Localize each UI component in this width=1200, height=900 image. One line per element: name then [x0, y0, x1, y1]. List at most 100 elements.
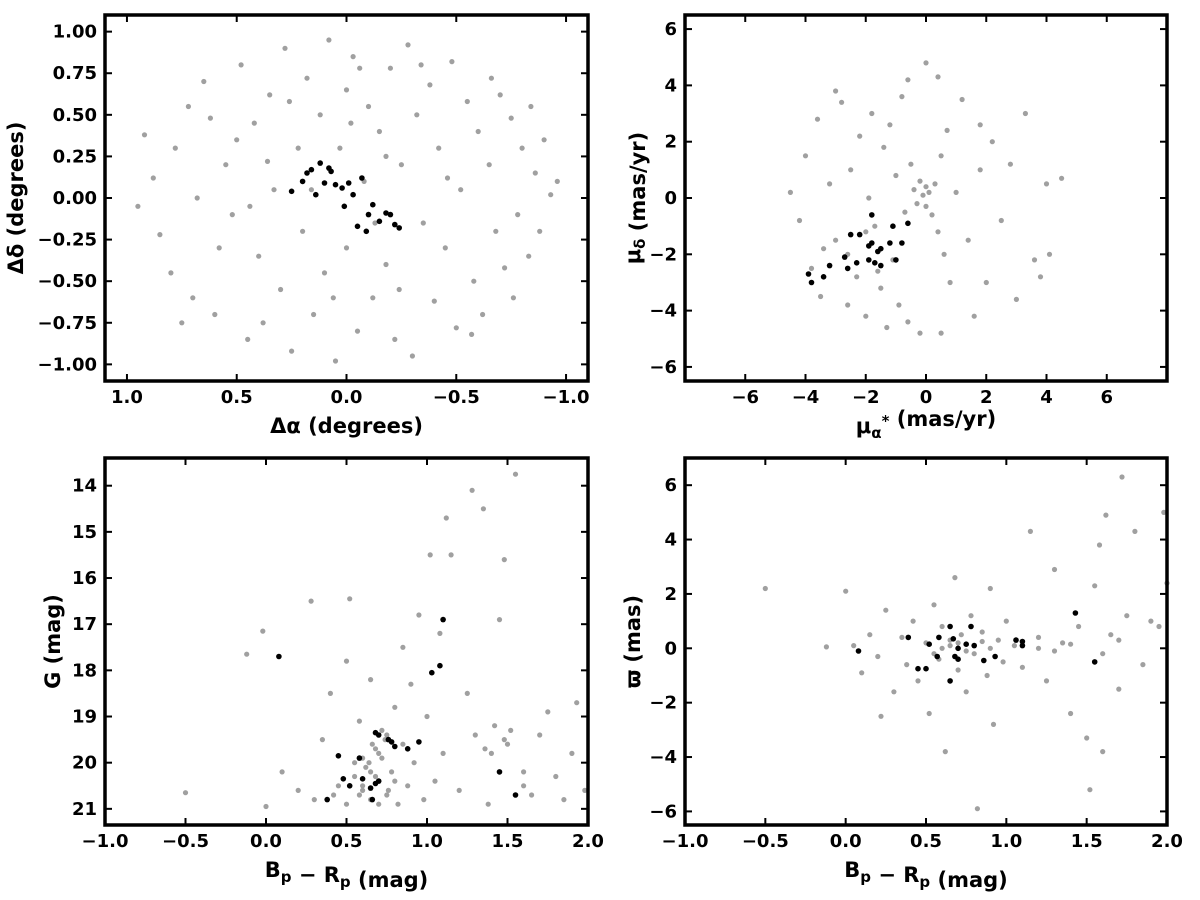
sky-field-point [201, 78, 207, 85]
parallax-field-point [843, 588, 849, 594]
proper-motion-field-point [938, 153, 944, 159]
cmd-y-tick-label: 20 [72, 753, 97, 774]
proper-motion-y-tick-label: −2 [649, 244, 677, 265]
proper-motion-field-point [896, 302, 902, 308]
parallax-x-tick-label: −1.0 [662, 831, 709, 852]
parallax-field-point [942, 749, 948, 755]
sky-field-point [256, 253, 262, 259]
sky-y-tick-label: −1.00 [38, 354, 98, 375]
proper-motion-field-point [989, 139, 995, 145]
sky-field-point [372, 220, 378, 226]
sky-member-point [370, 201, 376, 208]
parallax-member-point [955, 645, 961, 652]
sky-field-point [444, 175, 451, 181]
sky-field-point [172, 145, 178, 151]
cmd-field-point [456, 787, 462, 794]
proper-motion-field-point [977, 167, 983, 173]
proper-motion-member-point [841, 254, 848, 260]
cmd-field-point [376, 750, 382, 757]
parallax-field-point [1096, 542, 1103, 548]
cmd-field-point [400, 741, 406, 747]
parallax-field-point [883, 607, 889, 613]
parallax-field-point [1043, 678, 1050, 684]
cmd-y-tick-label: 16 [72, 568, 97, 589]
parallax-member-point [955, 656, 961, 662]
sky-y-tick-label: −0.50 [38, 271, 98, 292]
parallax-field-point [955, 640, 961, 646]
cmd-plot-frame [103, 456, 590, 827]
proper-motion-field-point [944, 127, 950, 133]
panel-sky-positions: 1.0 0.5 0.0 −0.5 −1.0 −1.00 −0.75 −0.50 −0.25 0.0… [4, 13, 590, 438]
sky-member-point [288, 188, 295, 195]
parallax-field-point [955, 667, 961, 673]
parallax-field-point [1116, 686, 1122, 692]
parallax-field-point [867, 632, 873, 638]
cmd-field-point [352, 773, 358, 780]
sky-field-point [282, 45, 288, 51]
sky-member-point [359, 175, 365, 181]
sky-field-point [383, 261, 389, 268]
sky-field-point [245, 336, 251, 342]
sky-field-point [420, 220, 426, 226]
sky-member-point [383, 210, 389, 216]
parallax-member-point [915, 665, 921, 672]
parallax-field-point [1011, 643, 1018, 649]
parallax-field-point [875, 653, 881, 660]
sky-field-point [304, 75, 310, 81]
cmd-x-tick-label: 2.0 [572, 831, 604, 852]
parallax-field-point [963, 689, 969, 695]
parallax-field-point [1035, 634, 1042, 641]
proper-motion-y-tick-label: 6 [664, 19, 677, 40]
cmd-field-point [366, 760, 372, 766]
parallax-field-point [1092, 583, 1098, 589]
sky-field-point [194, 195, 200, 201]
sky-field-point [321, 270, 328, 276]
parallax-field-point [939, 645, 945, 651]
sky-field-point [317, 112, 323, 118]
sky-field-point [223, 162, 229, 168]
proper-motion-field-point [1031, 257, 1038, 263]
sky-member-point [345, 180, 352, 186]
cmd-field-point [411, 760, 417, 766]
cmd-field-point [356, 792, 362, 798]
cmd-x-tick-label: 0.0 [250, 831, 282, 852]
sky-field-point [271, 187, 277, 193]
sky-member-point [321, 180, 328, 186]
proper-motion-field-point [884, 324, 890, 331]
parallax-field-point [958, 632, 964, 638]
parallax-field-point [926, 710, 932, 717]
sky-field-point [449, 59, 455, 65]
parallax-field-point [971, 651, 977, 657]
parallax-field-point [899, 634, 905, 641]
sky-x-tick-label: −0.5 [433, 387, 480, 408]
sky-field-point [343, 245, 350, 251]
parallax-field-point [910, 618, 916, 624]
sky-field-point [207, 115, 213, 121]
sky-field-point [332, 358, 339, 364]
cmd-field-point [182, 790, 189, 796]
sky-member-point [376, 218, 383, 225]
sky-x-tick-label: 0.5 [221, 387, 253, 408]
sky-field-point [497, 92, 503, 98]
cmd-field-point [368, 677, 374, 683]
proper-motion-y-tick-label: −6 [649, 357, 677, 378]
proper-motion-field-point [878, 285, 884, 291]
cmd-field-point [496, 617, 503, 623]
parallax-field-point [762, 585, 768, 592]
proper-motion-field-point [845, 302, 851, 308]
parallax-member-point [934, 653, 940, 660]
proper-motion-field-point [1059, 175, 1065, 181]
sky-field-point [436, 145, 442, 151]
proper-motion-member-point [905, 220, 911, 227]
proper-motion-field-point [893, 172, 899, 179]
cmd-y-tick-label: 21 [72, 799, 97, 820]
sky-field-point [526, 253, 532, 259]
proper-motion-member-point [872, 260, 878, 266]
cmd-field-point [448, 552, 454, 558]
cmd-field-point [356, 718, 362, 724]
sky-field-point [442, 245, 448, 251]
parallax-field-point [1035, 645, 1042, 651]
sky-field-point [295, 145, 301, 151]
parallax-x-tick-label: −0.5 [742, 831, 789, 852]
